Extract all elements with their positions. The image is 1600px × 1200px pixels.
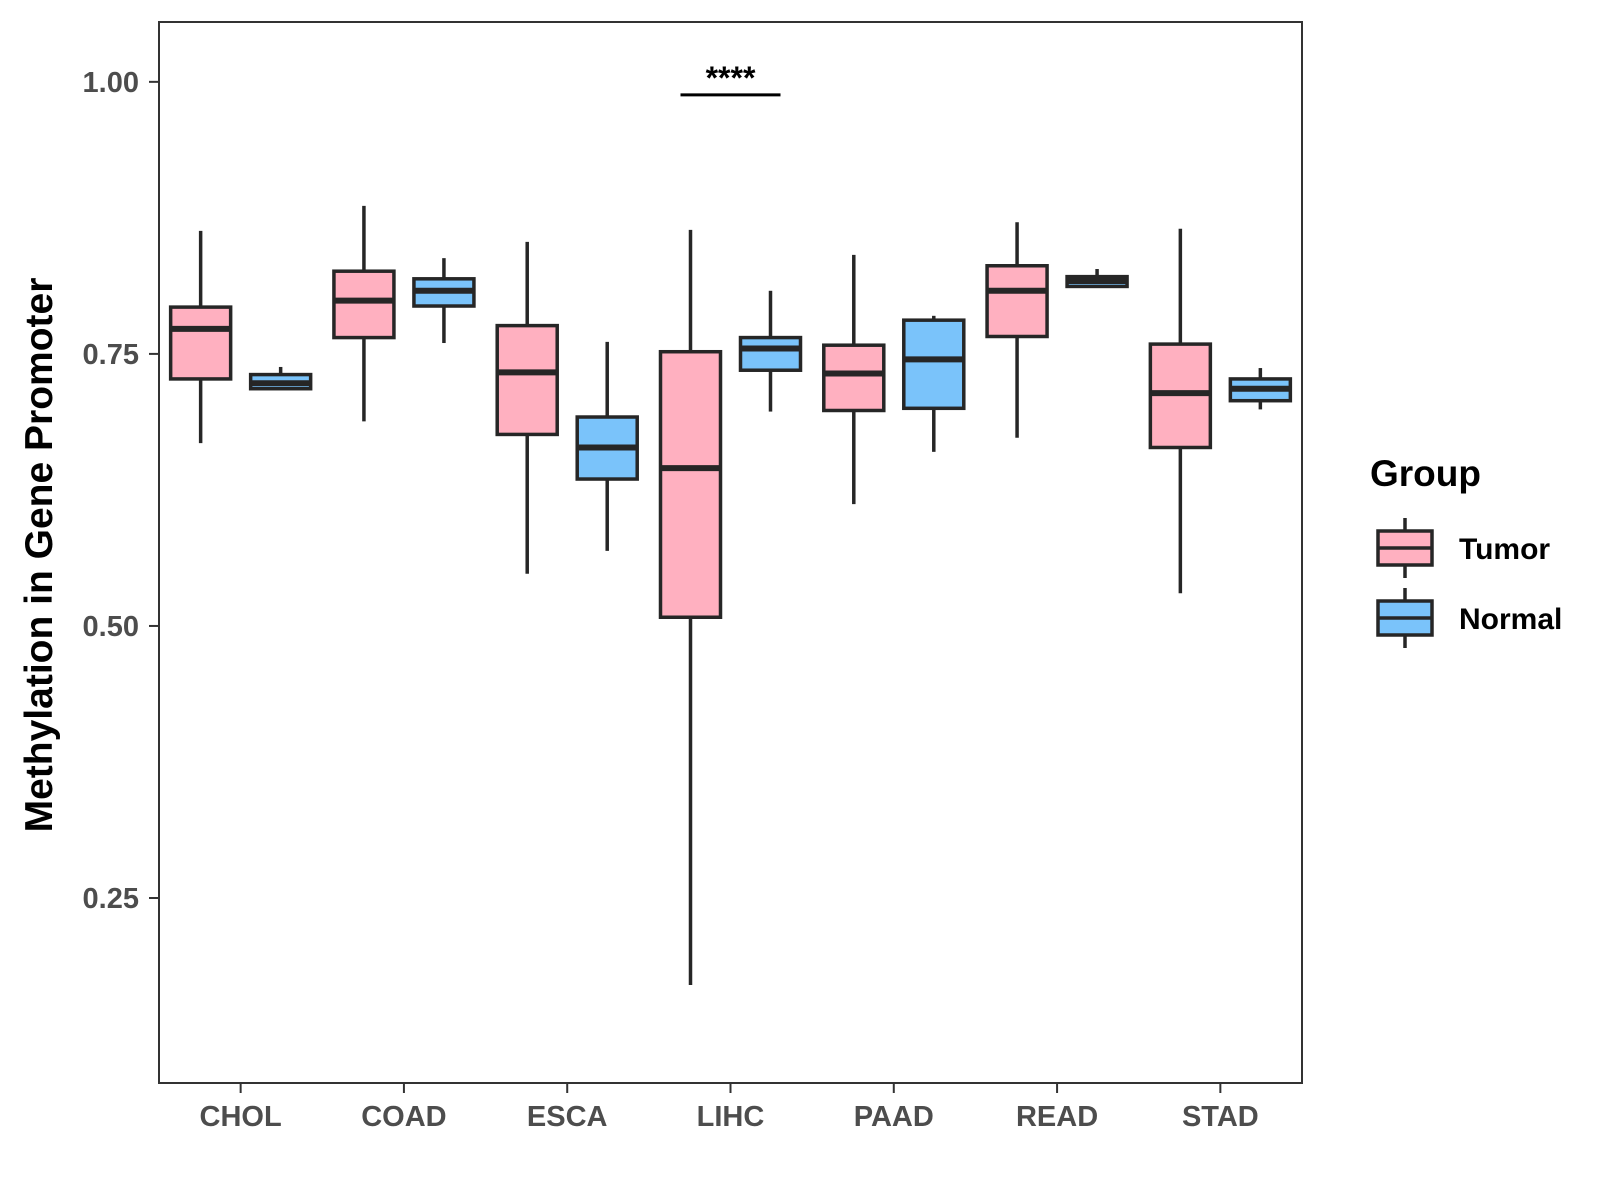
box-body [332,269,396,340]
box-body [168,305,233,381]
boxplot-tumor-stad [1148,228,1213,594]
boxplot-normal-stad [1228,368,1293,410]
x-tick-label: ESCA [527,1101,608,1133]
y-axis-title: Methylation in Gene Promoter [18,278,61,833]
legend-entry-tumor: Tumor [1376,518,1550,578]
y-tick-label: 1.00 [83,67,139,99]
legend-label: Normal [1459,603,1562,636]
boxplot-tumor-chol [168,230,233,444]
box-body [985,264,1049,339]
legend-title: Group [1370,453,1481,494]
boxplot-tumor-lihc [658,229,723,986]
boxplot-normal-read [1065,269,1129,289]
box-body [822,343,886,413]
x-tick-label: PAAD [854,1101,934,1133]
boxplot-tumor-coad [332,205,396,422]
box-body [495,323,559,437]
box-body [738,335,803,372]
x-tick-label: COAD [361,1101,446,1133]
box-body [658,349,723,619]
box-body [902,318,966,411]
y-tick-label: 0.50 [83,611,139,643]
boxplot-tumor-esca [495,241,559,574]
plot-layer: 0.25 0.50 0.75 1.00 CHOL COAD ESCA LIHC PAAD READ… [83,21,1303,1133]
boxplot-tumor-paad [822,254,886,505]
boxplot-tumor-read [985,222,1049,438]
significance-label: **** [706,60,756,96]
boxplot-normal-paad [902,315,966,452]
x-tick-label: STAD [1182,1101,1259,1133]
y-tick-label: 0.75 [83,339,139,371]
x-tick-label: CHOL [200,1101,282,1133]
x-tick-label: READ [1016,1101,1098,1133]
legend-label: Tumor [1459,533,1550,566]
boxplot-normal-esca [575,341,639,551]
boxplot-normal-chol [248,366,313,391]
x-tick-label: LIHC [697,1101,765,1133]
boxplot-normal-lihc [738,290,803,412]
y-tick-label: 0.25 [83,883,139,915]
boxplot-normal-coad [412,258,476,344]
legend-entry-normal: Normal [1376,588,1562,648]
legend: Group Tumor Normal [1370,453,1562,648]
